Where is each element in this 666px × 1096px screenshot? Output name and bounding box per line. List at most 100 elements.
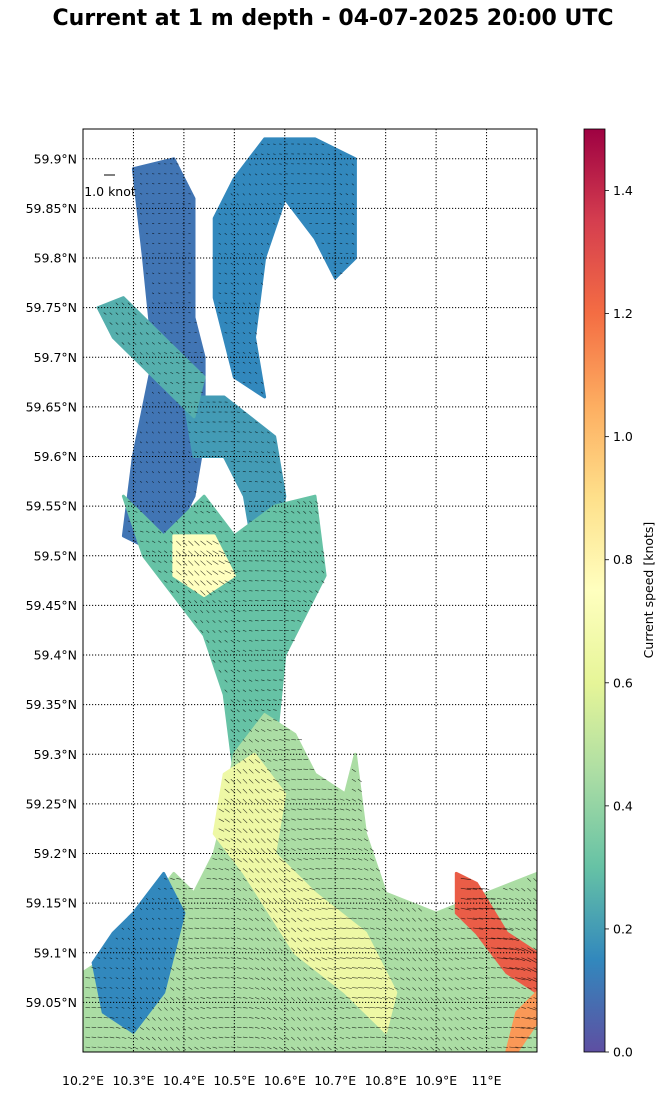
quiver-arrow (212, 977, 218, 979)
quiver-arrow (157, 421, 160, 424)
quiver-arrow (466, 907, 478, 910)
quiver-arrow (206, 421, 210, 423)
quiver-arrow (97, 1026, 103, 1028)
quiver-arrow (303, 878, 308, 881)
quiver-arrow (321, 907, 328, 910)
quiver-arrow (194, 947, 200, 949)
quiver-arrow (139, 937, 143, 940)
quiver-arrow (315, 878, 321, 880)
colorbar-tick-label: 0.6 (613, 675, 633, 690)
quiver-arrow (236, 917, 242, 921)
quiver-arrow (303, 1017, 307, 1021)
quiver-arrow (212, 610, 216, 614)
quiver-arrow (375, 937, 381, 940)
quiver-arrow (236, 540, 241, 542)
y-tick-label: 59.85°N (26, 201, 77, 216)
quiver-arrow (218, 302, 222, 304)
quiver-arrow (527, 997, 532, 1000)
quiver-arrow (424, 977, 429, 982)
quiver-arrow (297, 620, 301, 622)
quiver-arrow (273, 729, 278, 732)
quiver-arrow (291, 520, 295, 524)
quiver-arrow (121, 967, 125, 970)
quiver-arrow (357, 1017, 363, 1019)
quiver-arrow (212, 868, 218, 870)
quiver-arrow (527, 1017, 537, 1020)
quiver-arrow (357, 778, 362, 783)
quiver-arrow (327, 1046, 332, 1051)
quiver-arrow (127, 500, 132, 503)
quiver-arrow (266, 897, 272, 903)
quiver-arrow (163, 987, 167, 990)
quiver-arrow (176, 878, 181, 880)
y-tick-label: 59.4°N (34, 648, 77, 663)
quiver-arrow (369, 1036, 375, 1038)
quiver-arrow (188, 967, 193, 970)
quiver-arrow (382, 1036, 387, 1039)
quiver-arrow (254, 927, 259, 932)
quiver-arrow (466, 917, 478, 920)
quiver-arrow (375, 878, 381, 882)
quiver-arrow (412, 927, 416, 932)
quiver-arrow (533, 957, 537, 961)
quiver-arrow (260, 1036, 266, 1039)
quiver-arrow (224, 689, 228, 693)
quiver-arrow (236, 749, 240, 753)
quiver-arrow (533, 987, 537, 990)
quiver-arrow (491, 917, 502, 920)
quiver-arrow (412, 997, 417, 1001)
quiver-arrow (297, 878, 303, 882)
quiver-arrow (145, 441, 148, 444)
colorbar (583, 128, 606, 1053)
quiver-arrow (291, 997, 295, 1001)
quiver-arrow (303, 1036, 307, 1041)
quiver-arrow (521, 1007, 526, 1009)
quiver-arrow (454, 1046, 459, 1051)
quiver-arrow (279, 600, 283, 602)
quiver-arrow (158, 312, 161, 314)
quiver-arrow (291, 540, 295, 543)
quiver-arrow (163, 977, 167, 980)
quiver-arrow (388, 927, 393, 931)
quiver-arrow (224, 858, 230, 861)
quiver-arrow (152, 242, 155, 245)
quiver-arrow (158, 262, 161, 264)
quiver-arrow (151, 937, 155, 940)
quiver-arrow (436, 1007, 441, 1011)
quiver-arrow (345, 1036, 351, 1039)
quiver-arrow (291, 967, 295, 972)
quiver-arrow (242, 1036, 248, 1038)
quiver-arrow (436, 927, 441, 931)
quiver-arrow (484, 957, 490, 959)
quiver-arrow (278, 977, 283, 982)
quiver-arrow (436, 1046, 441, 1051)
quiver-arrow (339, 183, 343, 186)
quiver-arrow (509, 977, 514, 979)
quiver-arrow (152, 213, 155, 215)
quiver-arrow (279, 808, 285, 812)
quiver-arrow (97, 967, 101, 969)
quiver-arrow (127, 1026, 131, 1029)
quiver-arrow (357, 808, 362, 812)
quiver-arrow (103, 1007, 107, 1009)
quiver-arrow (170, 580, 174, 583)
quiver-arrow (224, 977, 230, 979)
quiver-arrow (242, 580, 247, 582)
quiver-arrow (266, 838, 272, 843)
quiver-arrow (121, 977, 125, 980)
quiver-arrow (285, 957, 289, 962)
quiver-arrow (309, 897, 316, 901)
quiver-arrow (533, 1036, 537, 1039)
quiver-arrow (400, 997, 405, 1000)
quiver-arrow (303, 590, 307, 593)
quiver-arrow (194, 421, 198, 424)
quiver-arrow (164, 540, 168, 544)
quiver-arrow (260, 868, 266, 873)
quiver-arrow (115, 302, 119, 306)
quiver-arrow (242, 947, 248, 950)
quiver-arrow (375, 927, 381, 930)
quiver-arrow (400, 1007, 405, 1010)
quiver-arrow (406, 977, 411, 981)
quiver-arrow (236, 907, 242, 911)
